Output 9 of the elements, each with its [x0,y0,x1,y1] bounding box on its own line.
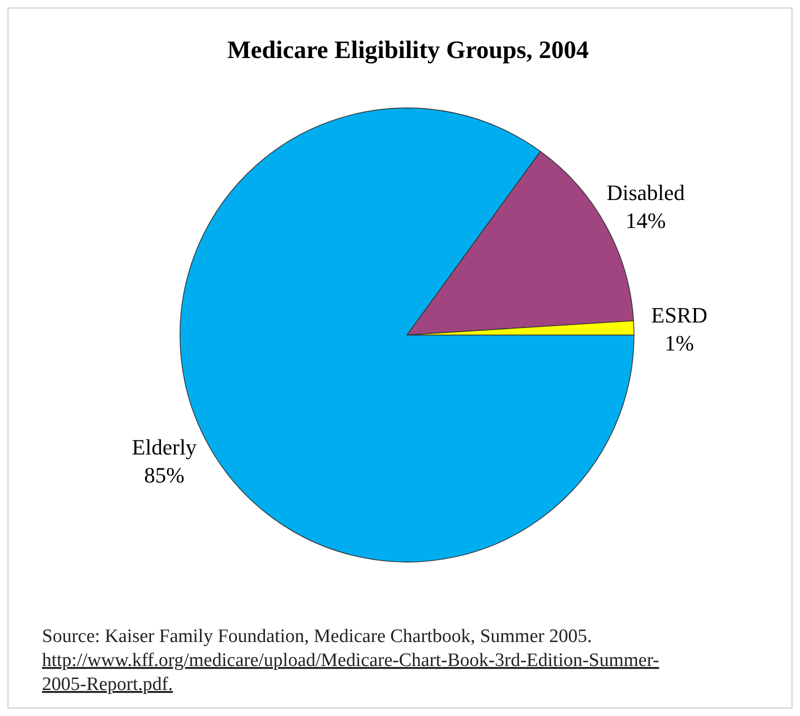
data-label: 1% [664,330,694,356]
source-note: Source: Kaiser Family Foundation, Medicare Chartbook, Summer 2005. [42,626,592,647]
slice-label: ESRD [651,302,708,328]
slice-label: Elderly [132,434,197,460]
text: http://www.kff.org/medicare/upload/Medicare-Chart-Book-3rd-Edition-Summer-2005-Report.pdf. [42,650,660,695]
data-label: 85% [144,462,184,488]
slice-label: Disabled [606,180,685,205]
chart-title: Medicare Eligibility Groups, 2004 [227,37,590,64]
data-label: 14% [626,208,666,233]
